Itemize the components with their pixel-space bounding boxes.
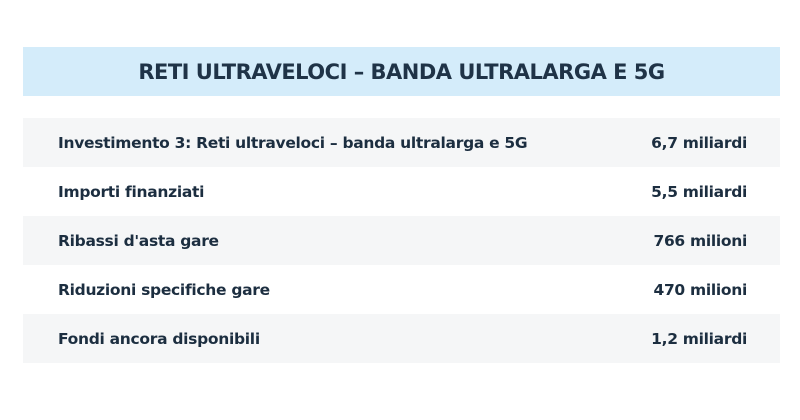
row-label: Importi finanziati bbox=[58, 182, 205, 201]
table-row: Importi finanziati 5,5 miliardi bbox=[23, 167, 780, 216]
row-label: Riduzioni specifiche gare bbox=[58, 280, 270, 299]
row-label: Fondi ancora disponibili bbox=[58, 329, 260, 348]
row-value: 5,5 miliardi bbox=[651, 182, 747, 201]
table-row: Ribassi d'asta gare 766 milioni bbox=[23, 216, 780, 265]
table-title-bar: RETI ULTRAVELOCI – BANDA ULTRALARGA E 5G bbox=[23, 47, 780, 96]
table-title: RETI ULTRAVELOCI – BANDA ULTRALARGA E 5G bbox=[138, 59, 665, 84]
table-row: Riduzioni specifiche gare 470 milioni bbox=[23, 265, 780, 314]
row-value: 766 milioni bbox=[653, 231, 747, 250]
row-label: Investimento 3: Reti ultraveloci – banda… bbox=[58, 133, 528, 152]
row-value: 6,7 miliardi bbox=[651, 133, 747, 152]
table-row: Investimento 3: Reti ultraveloci – banda… bbox=[23, 118, 780, 167]
table-row: Fondi ancora disponibili 1,2 miliardi bbox=[23, 314, 780, 363]
row-value: 470 milioni bbox=[653, 280, 747, 299]
row-label: Ribassi d'asta gare bbox=[58, 231, 219, 250]
funding-table: Investimento 3: Reti ultraveloci – banda… bbox=[23, 118, 780, 363]
row-value: 1,2 miliardi bbox=[651, 329, 747, 348]
